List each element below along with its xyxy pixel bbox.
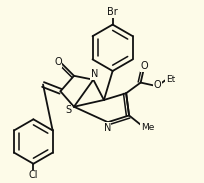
Text: O: O	[141, 61, 148, 71]
Text: O: O	[153, 80, 161, 90]
Text: N: N	[91, 69, 98, 79]
Text: S: S	[65, 105, 72, 115]
Text: Br: Br	[107, 7, 118, 17]
Text: O: O	[54, 57, 62, 67]
Text: Cl: Cl	[29, 170, 38, 180]
Text: N: N	[104, 123, 111, 133]
Text: Me: Me	[141, 124, 154, 132]
Text: Et: Et	[166, 75, 175, 84]
